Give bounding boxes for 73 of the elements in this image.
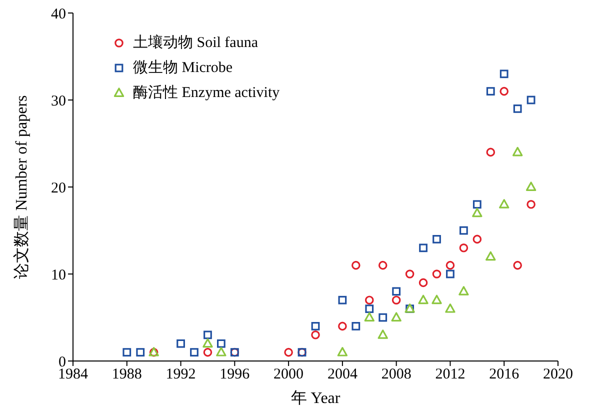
point — [364, 312, 374, 322]
x-tick-label: 1984 — [58, 366, 88, 383]
point — [378, 260, 388, 270]
x-axis-title: 年 Year — [290, 390, 341, 407]
y-tick-label: 10 — [51, 267, 66, 284]
point — [445, 304, 456, 313]
point — [472, 200, 482, 209]
point — [418, 294, 428, 304]
x-tick-label: 1988 — [112, 366, 142, 383]
point — [486, 87, 495, 96]
point — [216, 347, 226, 356]
point — [419, 244, 428, 252]
point — [365, 304, 374, 313]
point — [526, 200, 536, 209]
point — [311, 322, 320, 330]
x-tick-label: 2012 — [435, 366, 466, 383]
point — [500, 86, 509, 96]
y-tick-label: 40 — [51, 6, 66, 22]
point — [378, 330, 388, 339]
legend-label: 土壤动物 Soil fauna — [133, 34, 258, 52]
point — [526, 182, 536, 191]
point — [352, 322, 360, 330]
point — [526, 96, 536, 104]
point — [432, 235, 441, 244]
point — [418, 278, 428, 288]
point — [486, 148, 496, 157]
x-tick-label: 2016 — [489, 366, 520, 383]
x-tick-label: 1992 — [166, 366, 196, 383]
x-tick-label: 2020 — [543, 366, 573, 383]
point — [392, 296, 401, 304]
point — [513, 260, 522, 270]
x-tick-label: 1996 — [220, 366, 250, 383]
point — [136, 348, 145, 356]
y-axis-title: 论文数量 Number of papers — [12, 95, 31, 279]
point — [499, 199, 510, 208]
point — [338, 296, 347, 304]
x-tick-label: 2000 — [274, 366, 304, 383]
point — [472, 234, 482, 244]
point — [338, 322, 347, 331]
point — [512, 146, 523, 156]
point — [190, 348, 198, 356]
point — [432, 270, 442, 278]
y-tick-label: 30 — [51, 93, 66, 110]
point — [311, 330, 320, 340]
point — [202, 338, 213, 348]
point — [203, 348, 212, 357]
point — [472, 208, 482, 218]
point — [459, 226, 468, 235]
legend-label: 酶活性 Enzyme activity — [133, 84, 280, 102]
point — [122, 348, 132, 356]
point — [458, 286, 469, 296]
y-tick-label: 20 — [51, 180, 66, 196]
point — [446, 270, 454, 278]
point — [378, 313, 388, 322]
legend-label: 微生物 Microbe — [133, 58, 233, 77]
point — [204, 330, 212, 340]
x-tick-label: 2008 — [381, 366, 412, 383]
point — [405, 270, 414, 278]
point — [432, 294, 442, 304]
point — [486, 251, 496, 261]
point — [176, 339, 185, 348]
point — [216, 339, 226, 348]
point — [446, 260, 455, 270]
point — [459, 244, 468, 252]
point — [391, 312, 402, 322]
point — [513, 104, 522, 113]
point — [352, 260, 360, 270]
x-tick-label: 2004 — [327, 366, 358, 383]
point — [392, 287, 401, 296]
point — [500, 70, 508, 78]
point — [284, 348, 293, 357]
point — [364, 296, 374, 304]
point — [337, 347, 348, 356]
